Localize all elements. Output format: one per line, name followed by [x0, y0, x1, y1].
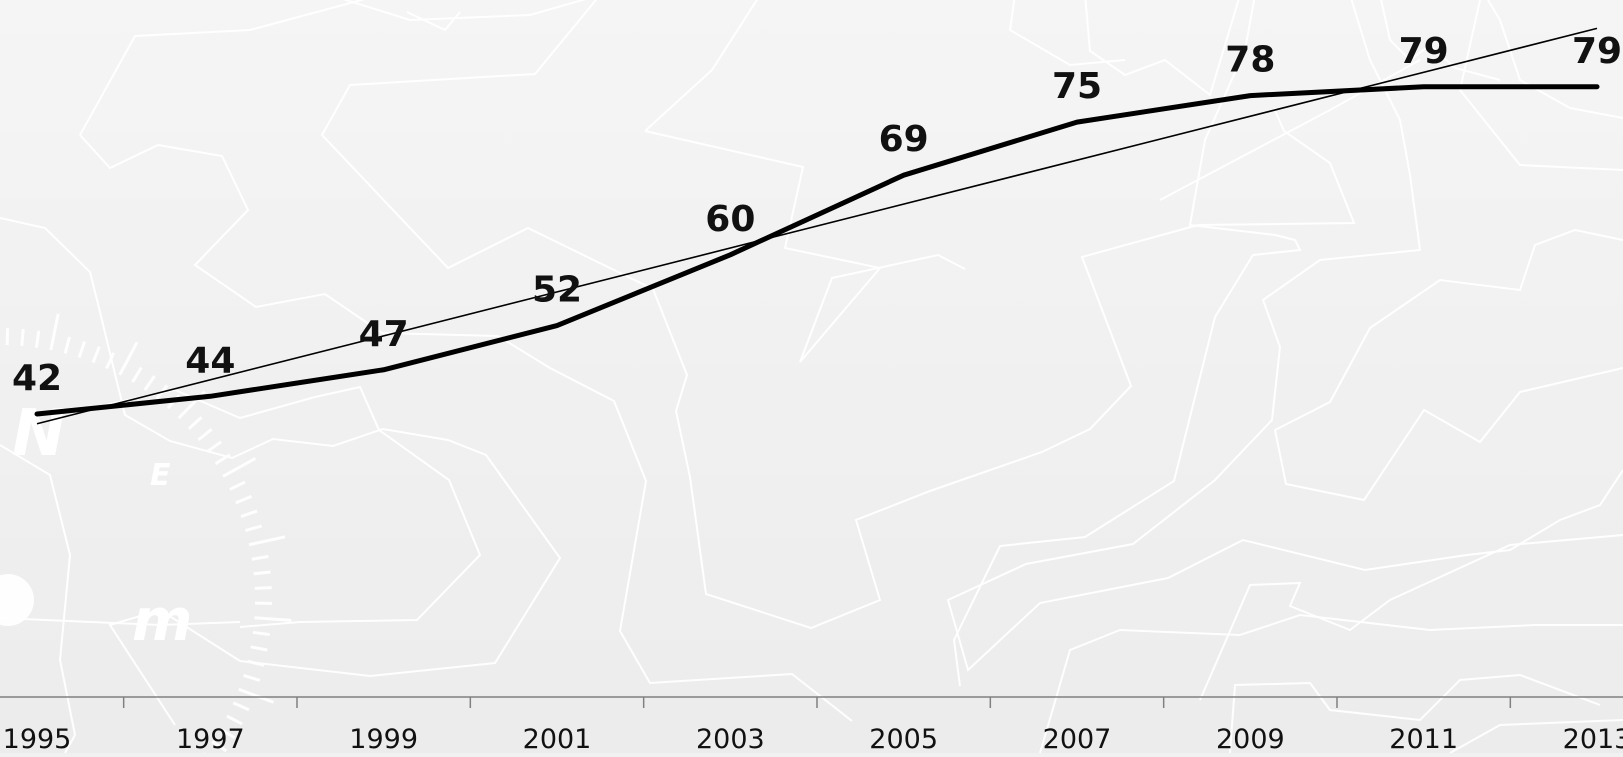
- x-tick-label: 2007: [1043, 724, 1112, 753]
- data-label: 47: [359, 314, 409, 355]
- compass-tick: [255, 588, 272, 589]
- compass-north-letter: N: [12, 397, 66, 471]
- x-tick-label: 2001: [523, 724, 592, 753]
- data-label: 75: [1052, 66, 1102, 107]
- x-tick-label: 2013: [1563, 724, 1623, 753]
- compass-tick: [253, 632, 270, 634]
- data-label: 79: [1399, 31, 1449, 72]
- compass-east-letter: E: [150, 458, 171, 493]
- data-label: 69: [879, 119, 929, 160]
- x-tick-label: 1995: [3, 724, 72, 753]
- x-tick-label: 2011: [1389, 724, 1458, 753]
- data-label: 52: [532, 270, 582, 311]
- x-tick-label: 2005: [869, 724, 938, 753]
- data-label: 42: [12, 358, 62, 399]
- compass-tick: [22, 329, 23, 346]
- compass-m-letter: m: [132, 586, 192, 654]
- x-tick-label: 1999: [349, 724, 418, 753]
- x-tick-label: 1997: [176, 724, 245, 753]
- data-label: 78: [1225, 40, 1275, 81]
- data-label: 44: [185, 340, 235, 381]
- data-label: 79: [1572, 31, 1622, 72]
- compass-tick: [254, 572, 271, 574]
- x-tick-label: 2009: [1216, 724, 1285, 753]
- data-label: 60: [705, 199, 755, 240]
- x-tick-label: 2003: [696, 724, 765, 753]
